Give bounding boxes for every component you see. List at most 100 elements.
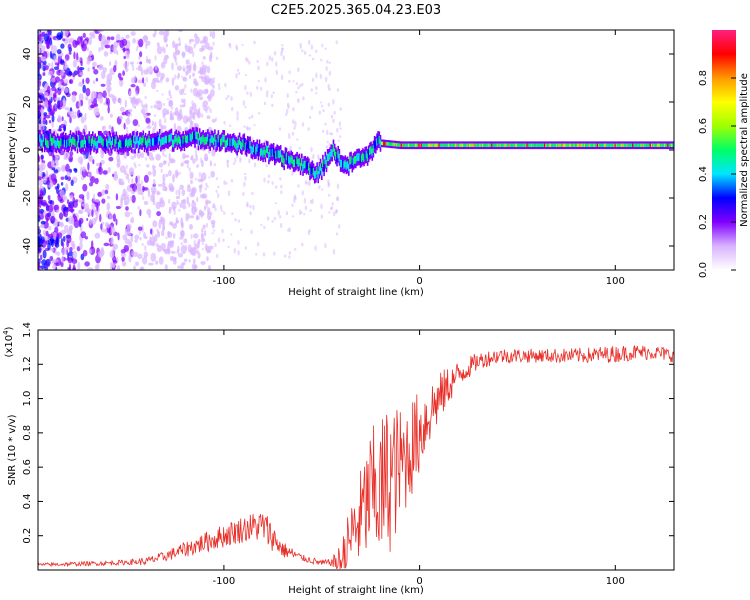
spectrogram-speckle xyxy=(41,154,44,162)
spectrogram-ridge-core xyxy=(464,143,466,147)
spectrogram-speckle xyxy=(156,243,159,248)
spectrogram-speckle xyxy=(60,248,67,255)
spectrogram-speckle xyxy=(210,170,215,178)
spectrogram-speckle xyxy=(78,100,81,109)
spectrogram-ridge-core xyxy=(603,143,606,147)
spectrogram-ridge-core xyxy=(430,143,432,147)
spectrogram-ridge-core xyxy=(659,143,661,147)
spectrogram-speckle xyxy=(51,248,55,252)
spectrogram-ridge-core xyxy=(376,138,378,146)
spectrogram-speckle xyxy=(86,56,92,62)
spectrogram-ridge-core xyxy=(630,143,633,147)
spectrogram-speckle xyxy=(230,179,234,183)
spectrogram-ridge-core xyxy=(667,143,669,147)
spectrogram-ridge-core xyxy=(139,137,141,145)
spectrogram-ridge-core xyxy=(609,143,612,147)
spectrogram-ridge-core xyxy=(477,143,479,147)
spectrogram-speckle xyxy=(59,190,65,198)
spectrogram-speckle xyxy=(281,44,284,47)
spectrogram-ridge-core xyxy=(439,143,442,147)
spectrogram-speckle xyxy=(310,44,314,50)
spectrogram-speckle xyxy=(153,165,157,169)
spectrogram-speckle xyxy=(223,211,226,215)
spectrogram-ridge-core xyxy=(231,138,234,147)
spectrogram-speckle xyxy=(308,39,311,46)
spectrogram-speckle xyxy=(197,89,204,97)
spectrogram-ridge-core xyxy=(487,143,490,147)
spectrogram-ridge-core xyxy=(212,137,215,146)
spectrogram-speckle xyxy=(38,178,43,187)
spectrogram-speckle xyxy=(187,69,190,74)
spectrogram-speckle xyxy=(302,96,305,101)
spectrogram-speckle xyxy=(72,72,76,77)
snr-xtick-label: 0 xyxy=(416,576,422,587)
spectrogram-ridge-core xyxy=(506,143,509,147)
spectrogram-speckle xyxy=(201,228,204,233)
spectrogram-ridge-core xyxy=(488,143,491,147)
spectrogram-speckle xyxy=(48,233,54,239)
snr-ytick-label: 1.2 xyxy=(22,356,33,372)
spectrogram-ridge-core xyxy=(117,142,120,150)
spectrogram-speckle xyxy=(100,116,104,121)
spectrogram-speckle xyxy=(178,40,182,46)
spectrogram-speckle xyxy=(182,198,187,206)
spectrogram-ridge-core xyxy=(301,158,303,166)
spectrogram-speckle xyxy=(312,153,315,160)
spectrogram-speckle xyxy=(264,77,267,83)
spectrogram-speckle xyxy=(199,40,205,44)
spectrogram-ridge-core xyxy=(317,171,319,179)
spectrogram-ridge-core xyxy=(473,143,476,147)
spectrogram-ytick-label: 0 xyxy=(22,147,33,153)
spectrogram-speckle xyxy=(241,43,244,46)
spectrogram-ridge-core xyxy=(129,137,132,146)
spectrogram-speckle xyxy=(212,229,216,232)
spectrogram-speckle xyxy=(224,82,227,88)
spectrogram-speckle xyxy=(178,172,182,175)
spectrogram-speckle xyxy=(193,233,199,239)
spectrogram-speckle xyxy=(125,164,128,170)
spectrogram-ridge-core xyxy=(339,159,342,168)
spectrogram-speckle xyxy=(88,153,92,162)
spectrogram-speckle xyxy=(169,110,173,119)
spectrogram-speckle xyxy=(168,198,171,204)
spectrogram-speckle xyxy=(184,43,187,48)
spectrogram-ridge-core xyxy=(413,143,416,147)
spectrogram-speckle xyxy=(142,35,149,41)
spectrogram-speckle xyxy=(151,195,154,201)
spectrogram-ridge-core xyxy=(43,140,46,148)
spectrogram-speckle xyxy=(48,98,52,108)
spectrogram-ridge-core xyxy=(446,143,449,147)
spectrogram-speckle xyxy=(230,233,233,236)
spectrogram-speckle xyxy=(69,116,72,124)
spectrogram-speckle xyxy=(181,98,184,104)
spectrogram-speckle xyxy=(147,58,152,64)
spectrogram-speckle xyxy=(190,233,193,240)
spectrogram-ridge-core xyxy=(618,143,620,147)
spectrogram-speckle xyxy=(192,188,195,194)
spectrogram-ridge-core xyxy=(336,154,338,162)
spectrogram-ridge-core xyxy=(623,143,626,147)
spectrogram-speckle xyxy=(205,109,208,114)
spectrogram-speckle xyxy=(142,195,145,200)
spectrogram-speckle xyxy=(131,194,136,204)
spectrogram-ridge-core xyxy=(46,139,48,148)
spectrogram-ridge-core xyxy=(647,143,649,147)
spectrogram-speckle xyxy=(64,87,69,93)
spectrogram-speckle xyxy=(116,50,119,55)
spectrogram-ridge-core xyxy=(474,143,477,147)
spectrogram-speckle xyxy=(79,72,84,76)
spectrogram-ridge-core xyxy=(94,138,96,146)
spectrogram-speckle xyxy=(321,188,324,191)
spectrogram-ridge-core xyxy=(533,143,536,147)
spectrogram-ridge-core xyxy=(220,139,222,147)
spectrogram-speckle xyxy=(56,49,62,55)
spectrogram-ridge-core xyxy=(532,143,534,147)
spectrogram-ridge-core xyxy=(232,137,235,146)
spectrogram-speckle xyxy=(315,72,318,79)
spectrogram-speckle xyxy=(152,164,155,170)
spectrogram-ridge-core xyxy=(269,149,271,157)
spectrogram-ridge-core xyxy=(108,135,110,144)
spectrogram-ridge-core xyxy=(561,143,564,147)
spectrogram-ridge-core xyxy=(297,159,300,167)
spectrogram-ridge-core xyxy=(414,143,417,147)
